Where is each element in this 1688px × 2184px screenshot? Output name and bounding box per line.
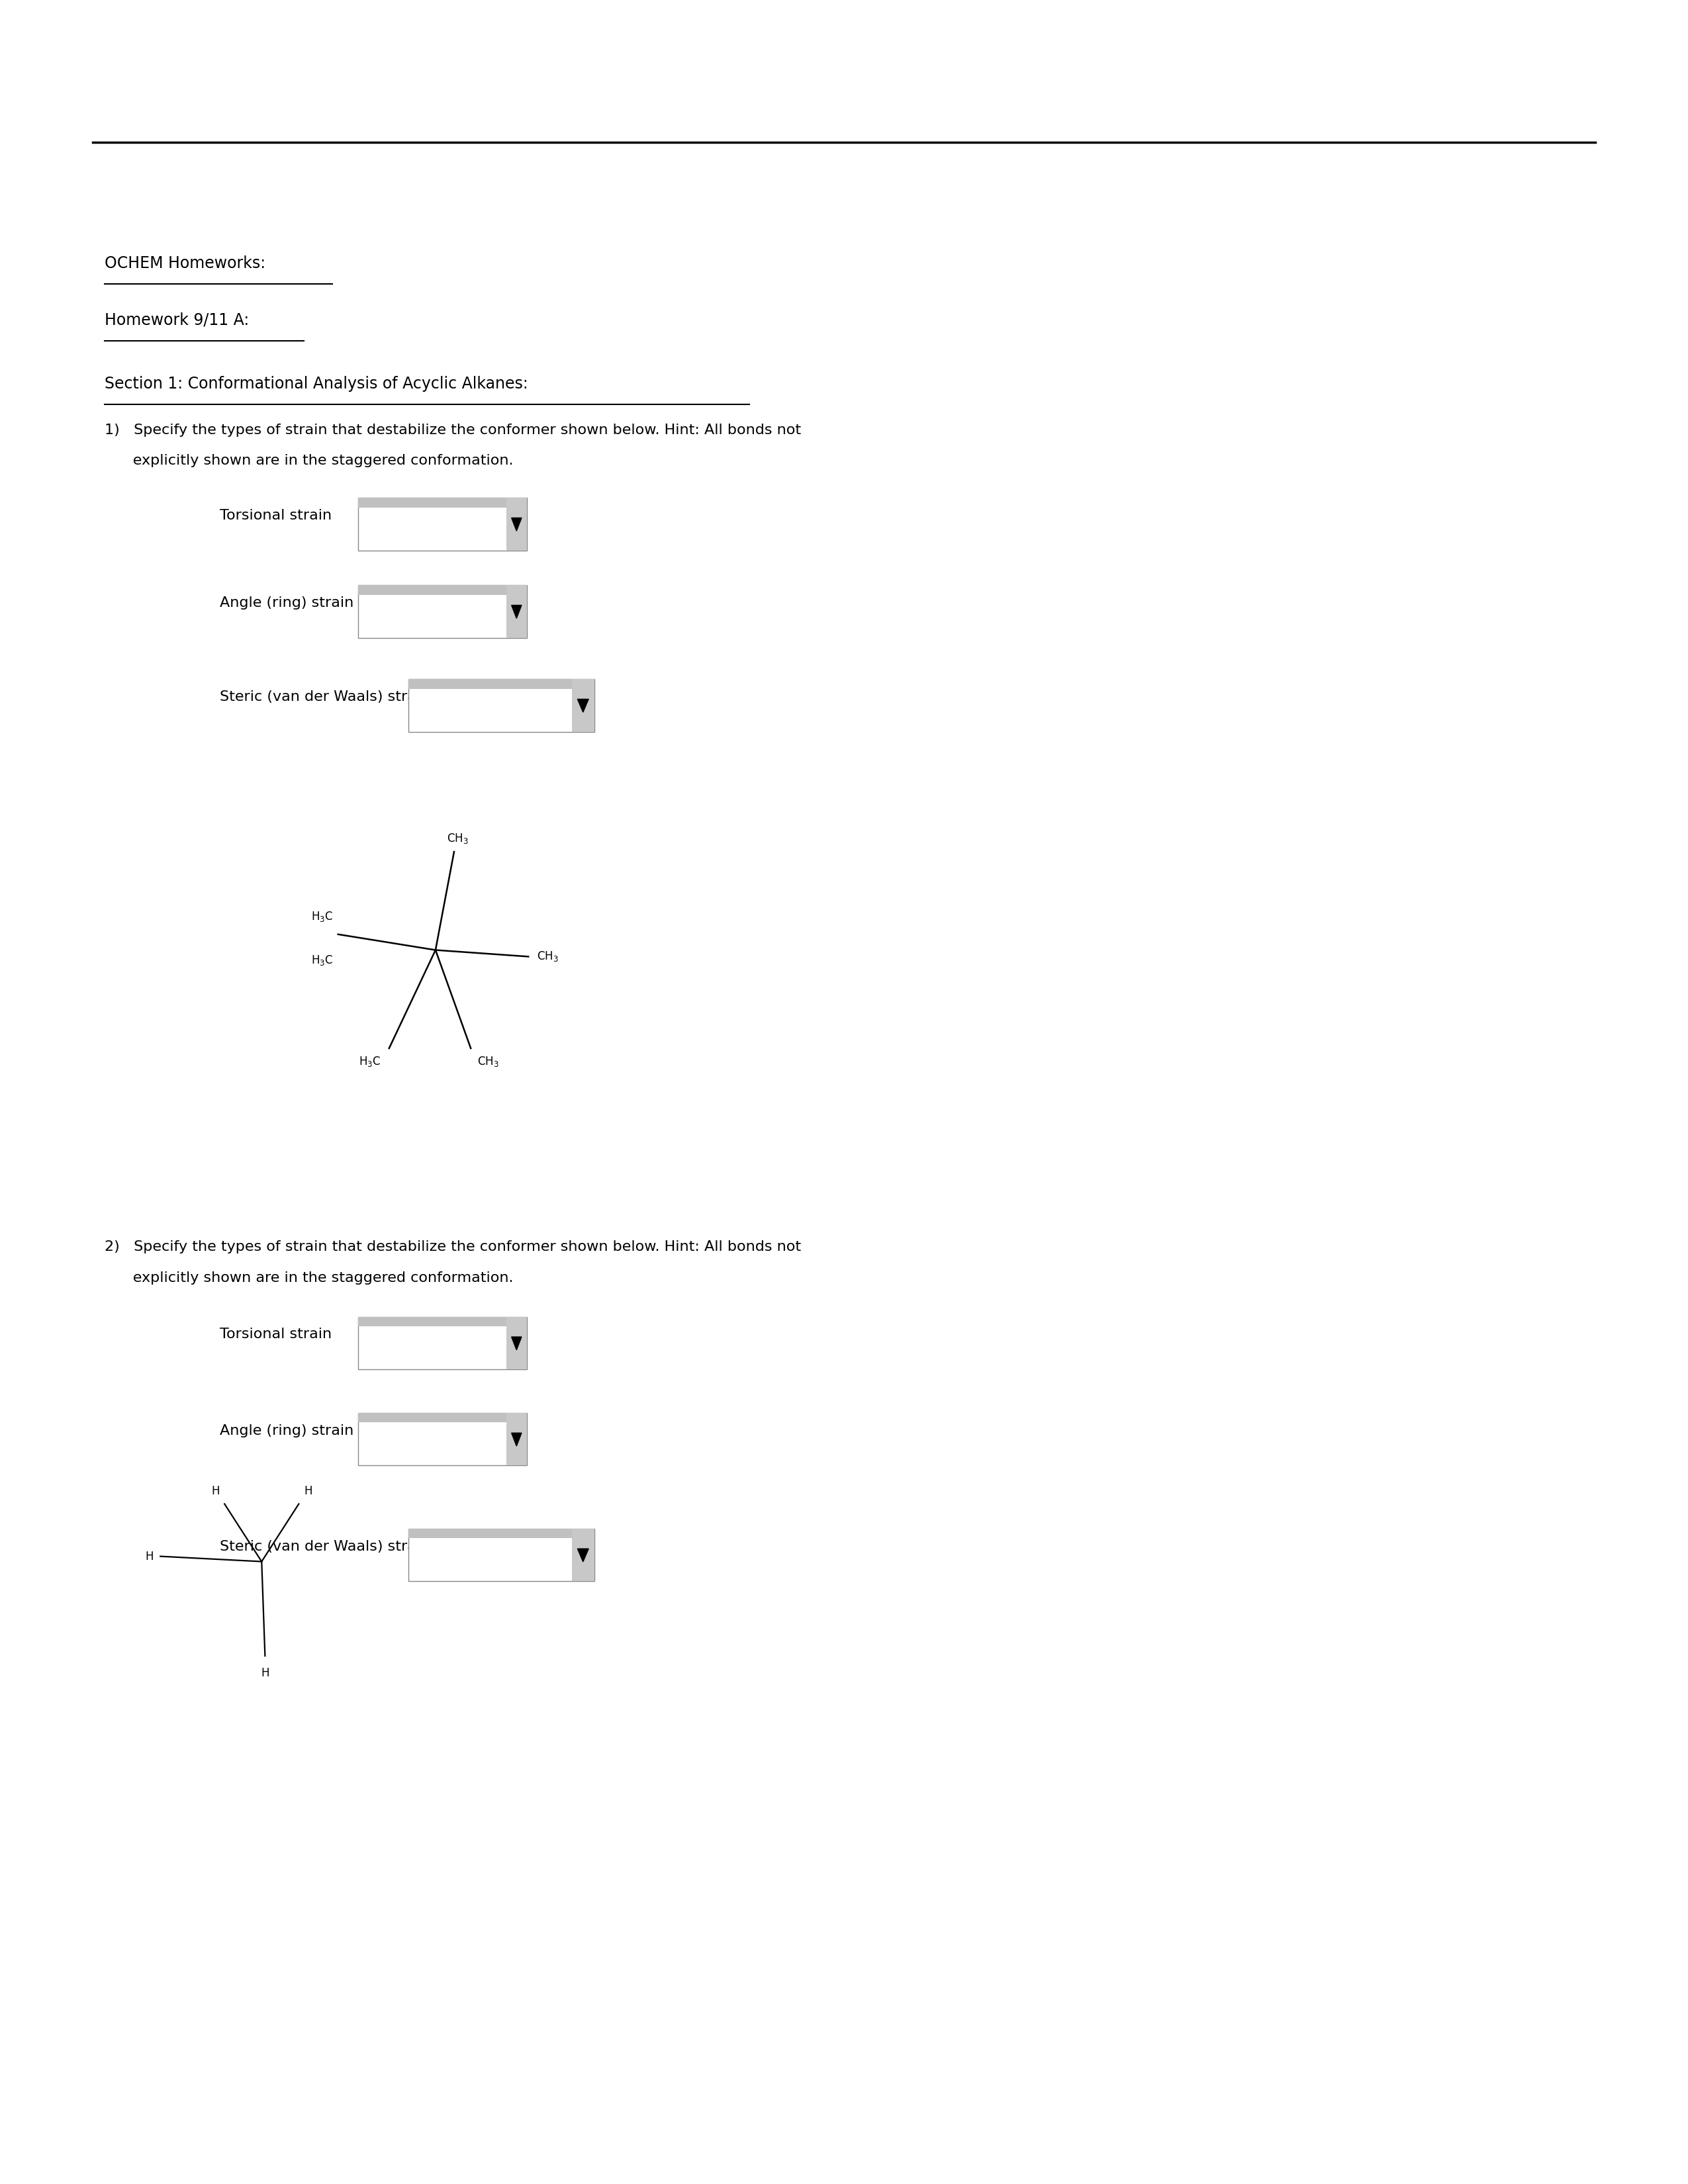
Text: H: H xyxy=(262,1666,268,1679)
Bar xyxy=(408,1529,594,1538)
Text: CH$_3$: CH$_3$ xyxy=(447,832,468,845)
Bar xyxy=(358,498,527,550)
Text: CH$_3$: CH$_3$ xyxy=(537,950,559,963)
Bar xyxy=(572,679,594,732)
Text: Angle (ring) strain: Angle (ring) strain xyxy=(219,596,353,609)
Text: H: H xyxy=(211,1485,219,1498)
Text: Steric (van der Waals) strain: Steric (van der Waals) strain xyxy=(219,690,429,703)
Text: CH$_3$: CH$_3$ xyxy=(478,1055,500,1068)
Bar xyxy=(358,1317,527,1369)
Bar xyxy=(358,1413,527,1422)
Bar xyxy=(572,1529,594,1581)
Bar xyxy=(506,585,527,638)
Text: Angle (ring) strain: Angle (ring) strain xyxy=(219,1424,353,1437)
Polygon shape xyxy=(511,518,522,531)
Text: H$_3$C: H$_3$C xyxy=(358,1055,380,1068)
Text: 2)   Specify the types of strain that destabilize the conformer shown below. Hin: 2) Specify the types of strain that dest… xyxy=(105,1241,802,1254)
Bar xyxy=(506,1413,527,1465)
Text: 1)   Specify the types of strain that destabilize the conformer shown below. Hin: 1) Specify the types of strain that dest… xyxy=(105,424,802,437)
Bar xyxy=(506,498,527,550)
Text: Steric (van der Waals) strain: Steric (van der Waals) strain xyxy=(219,1540,429,1553)
Text: Homework 9/11 A:: Homework 9/11 A: xyxy=(105,312,250,328)
Bar xyxy=(358,498,527,507)
Polygon shape xyxy=(511,1337,522,1350)
Text: Torsional strain: Torsional strain xyxy=(219,509,331,522)
Text: H$_3$C: H$_3$C xyxy=(311,954,333,968)
Polygon shape xyxy=(511,1433,522,1446)
Polygon shape xyxy=(511,605,522,618)
Text: Torsional strain: Torsional strain xyxy=(219,1328,331,1341)
Text: OCHEM Homeworks:: OCHEM Homeworks: xyxy=(105,256,265,271)
Text: Section 1: Conformational Analysis of Acyclic Alkanes:: Section 1: Conformational Analysis of Ac… xyxy=(105,376,528,391)
Bar xyxy=(408,1529,594,1581)
Bar xyxy=(358,1317,527,1326)
Text: explicitly shown are in the staggered conformation.: explicitly shown are in the staggered co… xyxy=(105,1271,513,1284)
Polygon shape xyxy=(577,699,589,712)
Polygon shape xyxy=(577,1548,589,1562)
Text: H: H xyxy=(145,1551,154,1562)
Text: explicitly shown are in the staggered conformation.: explicitly shown are in the staggered co… xyxy=(105,454,513,467)
Bar xyxy=(358,585,527,594)
Bar xyxy=(506,1317,527,1369)
Bar xyxy=(358,585,527,638)
Bar xyxy=(358,1413,527,1465)
Text: H: H xyxy=(304,1485,312,1498)
Text: H$_3$C: H$_3$C xyxy=(311,911,333,924)
Bar xyxy=(408,679,594,732)
Bar xyxy=(408,679,594,688)
